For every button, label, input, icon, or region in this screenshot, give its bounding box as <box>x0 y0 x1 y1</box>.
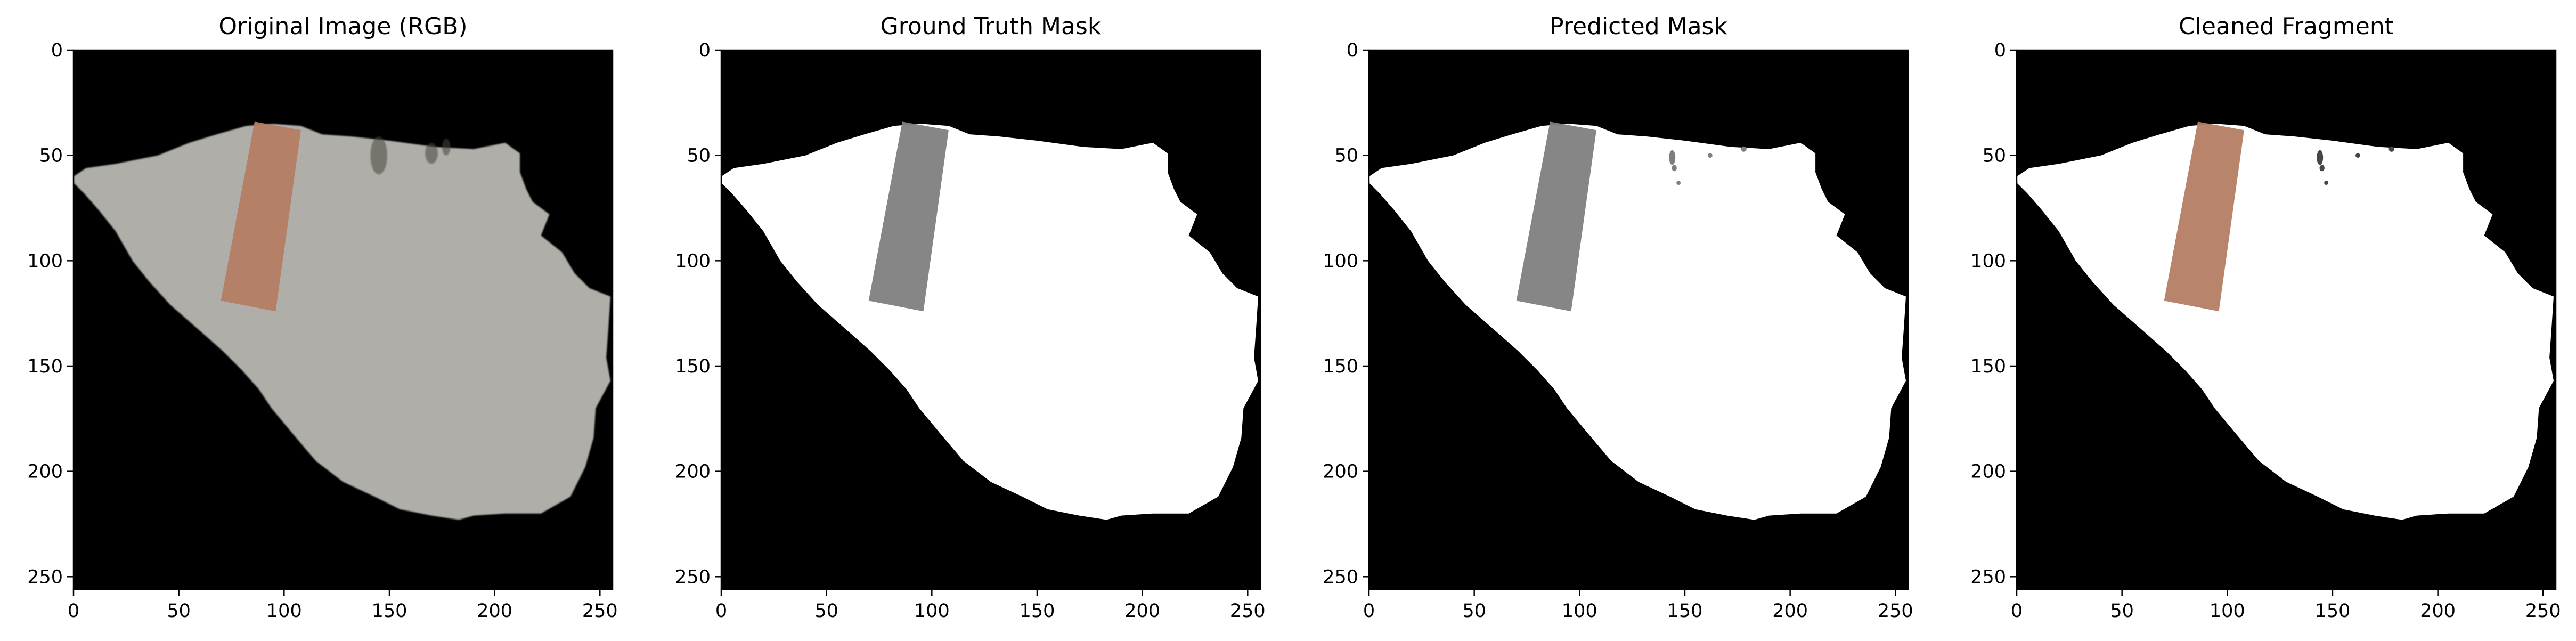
x-tick-label: 250 <box>2525 601 2561 622</box>
y-tick-label: 150 <box>675 356 711 377</box>
predicted-speck <box>1669 150 1676 165</box>
y-tick-label: 0 <box>51 40 63 61</box>
y-tick-label: 200 <box>1970 461 2006 483</box>
y-tick-label: 0 <box>699 40 711 61</box>
y-tick-label: 200 <box>675 461 711 483</box>
x-tick-label: 100 <box>914 601 950 622</box>
x-tick-label: 0 <box>68 601 79 622</box>
y-tick-label: 150 <box>1323 356 1358 377</box>
fragment-shape <box>721 124 1258 520</box>
y-tick-label: 100 <box>1323 250 1358 272</box>
predicted-speck <box>1672 165 1677 172</box>
x-tick-label: 50 <box>2110 601 2134 622</box>
image-content <box>74 121 610 520</box>
y-tick-label: 150 <box>27 356 63 377</box>
panel-3: 0 50 100 150 200 250050100150200250Predicted … <box>1323 13 1913 622</box>
y-tick-label: 250 <box>675 566 711 588</box>
y-tick-label: 50 <box>39 145 63 167</box>
predicted-speck <box>2317 150 2324 165</box>
panel-title: Original Image (RGB) <box>218 13 467 40</box>
y-tick-label: 200 <box>1323 461 1358 483</box>
image-content <box>721 121 1258 520</box>
x-tick-label: 0 <box>715 601 727 622</box>
predicted-speck <box>2324 181 2329 185</box>
axes-frame <box>72 49 614 590</box>
tape-region <box>1516 121 1596 312</box>
tape-region <box>2164 121 2244 312</box>
fragment-shape <box>2017 124 2554 520</box>
y-tick-label: 250 <box>27 566 63 588</box>
x-tick-label: 250 <box>582 601 618 622</box>
x-tick-label: 150 <box>372 601 407 622</box>
x-tick-label: 100 <box>266 601 302 622</box>
x-tick-label: 250 <box>1230 601 1266 622</box>
tape-region <box>221 121 301 312</box>
predicted-speck <box>2355 153 2360 158</box>
y-tick-label: 150 <box>1970 356 2006 377</box>
x-tick-label: 250 <box>1878 601 1913 622</box>
x-tick-label: 200 <box>1772 601 1808 622</box>
x-tick-label: 150 <box>1667 601 1703 622</box>
x-tick-label: 50 <box>1462 601 1486 622</box>
x-tick-label: 150 <box>1020 601 1055 622</box>
x-tick-label: 200 <box>2420 601 2456 622</box>
axes-frame <box>1368 49 1909 590</box>
stain-mark <box>442 139 451 156</box>
stain-mark <box>370 136 388 175</box>
y-tick-label: 50 <box>1334 145 1358 167</box>
y-tick-label: 200 <box>27 461 63 483</box>
predicted-speck <box>1708 153 1713 158</box>
y-tick-label: 250 <box>1323 566 1358 588</box>
tape-region <box>868 121 949 312</box>
fragment-shape <box>74 124 610 520</box>
y-tick-label: 250 <box>1970 566 2006 588</box>
image-content <box>2017 121 2554 520</box>
x-tick-label: 200 <box>1124 601 1160 622</box>
x-tick-label: 150 <box>2315 601 2351 622</box>
image-content <box>1369 121 1906 520</box>
predicted-speck <box>2388 146 2394 152</box>
y-tick-label: 100 <box>675 250 711 272</box>
y-tick-label: 100 <box>27 250 63 272</box>
y-tick-label: 0 <box>1994 40 2006 61</box>
axes-frame <box>2016 49 2557 590</box>
predicted-speck <box>1676 181 1681 185</box>
x-tick-label: 0 <box>1363 601 1375 622</box>
panel-title: Ground Truth Mask <box>881 13 1102 40</box>
x-tick-label: 50 <box>167 601 191 622</box>
predicted-speck <box>1741 146 1747 152</box>
panel-title: Cleaned Fragment <box>2179 13 2394 40</box>
axes-frame <box>720 49 1261 590</box>
x-tick-label: 200 <box>477 601 512 622</box>
fragment-shape <box>1369 124 1906 520</box>
panel-title: Predicted Mask <box>1550 13 1727 40</box>
y-tick-label: 50 <box>687 145 711 167</box>
x-tick-label: 50 <box>814 601 838 622</box>
x-tick-label: 100 <box>1562 601 1597 622</box>
y-tick-label: 100 <box>1970 250 2006 272</box>
y-tick-label: 0 <box>1347 40 1358 61</box>
stain-mark <box>425 142 438 164</box>
predicted-speck <box>2319 165 2325 172</box>
y-tick-label: 50 <box>1982 145 2006 167</box>
x-tick-label: 0 <box>2011 601 2023 622</box>
x-tick-label: 100 <box>2210 601 2245 622</box>
